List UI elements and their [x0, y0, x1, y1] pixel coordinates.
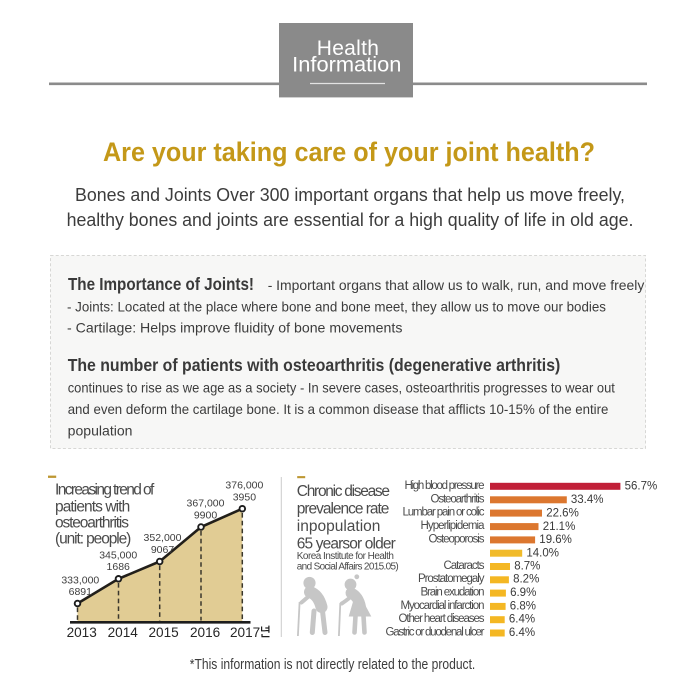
svg-text:Korea Institute for Health: Korea Institute for Health: [297, 551, 394, 562]
svg-text:inpopulation: inpopulation: [297, 518, 381, 535]
svg-text:and Social Affairs 2015.05): and Social Affairs 2015.05): [297, 561, 399, 572]
svg-text:6.4%: 6.4%: [509, 627, 535, 639]
svg-text:8.7%: 8.7%: [514, 561, 540, 573]
svg-text:Hyperlipidemia: Hyperlipidemia: [421, 520, 486, 532]
svg-text:continues to rise as we age as: continues to rise as we age as a society…: [68, 379, 615, 395]
svg-text:2015: 2015: [148, 625, 178, 640]
svg-text:2016: 2016: [190, 625, 220, 640]
svg-text:376,000: 376,000: [225, 480, 263, 492]
svg-text:*This information is not direc: *This information is not directly relate…: [190, 657, 476, 673]
svg-text:Prostatomegaly: Prostatomegaly: [418, 573, 485, 585]
svg-text:Osteoarthritis: Osteoarthritis: [431, 493, 485, 505]
svg-text:22.6%: 22.6%: [546, 507, 579, 519]
svg-text:High blood pressure: High blood pressure: [405, 480, 485, 492]
svg-text:6.8%: 6.8%: [510, 600, 536, 612]
svg-text:Cataracts: Cataracts: [444, 560, 485, 572]
svg-text:The number of patients with os: The number of patients with osteoarthrit…: [68, 355, 561, 375]
svg-text:56.7%: 56.7%: [625, 481, 658, 493]
svg-text:6.9%: 6.9%: [510, 587, 536, 599]
svg-text:Osteoporosis: Osteoporosis: [429, 533, 485, 545]
svg-text:Other heart diseases: Other heart diseases: [399, 613, 485, 625]
svg-text:8.2%: 8.2%: [513, 574, 539, 586]
svg-text:1686: 1686: [107, 561, 131, 573]
svg-text:9067: 9067: [151, 544, 175, 556]
svg-text:Lumbar pain or colic: Lumbar pain or colic: [403, 507, 485, 519]
svg-text:33.4%: 33.4%: [571, 494, 604, 506]
svg-text:- Cartilage: Helps improve flu: - Cartilage: Helps improve fluidity of b…: [67, 319, 402, 335]
svg-text:2014: 2014: [108, 625, 139, 640]
svg-text:19.6%: 19.6%: [539, 534, 572, 546]
svg-text:Chronic disease: Chronic disease: [297, 483, 390, 500]
svg-text:- Joints: Located at the place: - Joints: Located at the place where bon…: [67, 298, 606, 314]
svg-text:- Important organs that allow: - Important organs that allow us to walk…: [268, 277, 645, 293]
svg-text:osteoarthritis: osteoarthritis: [55, 515, 129, 532]
svg-text:2017: 2017: [230, 625, 260, 640]
svg-text:healthy bones and joints are e: healthy bones and joints are essential f…: [67, 210, 634, 230]
svg-text:2013: 2013: [67, 625, 97, 640]
svg-text:and even deform the cartilage: and even deform the cartilage bone. It i…: [68, 401, 609, 417]
svg-text:Myocardial infarction: Myocardial infarction: [401, 600, 485, 612]
svg-text:6891: 6891: [69, 586, 93, 598]
svg-text:333,000: 333,000: [61, 575, 99, 587]
svg-text:14.0%: 14.0%: [526, 547, 559, 559]
svg-text:Information: Information: [292, 53, 401, 76]
svg-text:Bones and Joints Over 300 impo: Bones and Joints Over 300 important orga…: [75, 185, 625, 205]
svg-text:The Importance of Joints!: The Importance of Joints!: [68, 274, 254, 294]
svg-text:345,000: 345,000: [99, 550, 137, 562]
svg-text:352,000: 352,000: [144, 532, 182, 544]
svg-text:Gastric or duodenal ulcer: Gastric or duodenal ulcer: [386, 626, 485, 638]
svg-text:population: population: [68, 422, 133, 438]
svg-text:patients with: patients with: [55, 499, 130, 516]
svg-text:21.1%: 21.1%: [543, 521, 576, 533]
svg-text:Increasing trend of: Increasing trend of: [55, 481, 155, 498]
svg-text:Health: Health: [317, 37, 380, 60]
svg-text:prevalence rate: prevalence rate: [297, 501, 390, 518]
svg-text:3950: 3950: [233, 491, 257, 503]
svg-text:6.4%: 6.4%: [509, 614, 535, 626]
svg-text:65 yearsor older: 65 yearsor older: [297, 536, 396, 553]
svg-text:367,000: 367,000: [187, 498, 225, 510]
svg-text:(unit: people): (unit: people): [55, 531, 131, 548]
svg-text:9900: 9900: [194, 509, 218, 521]
svg-text:Are your taking care of your j: Are your taking care of your joint healt…: [103, 137, 595, 167]
svg-text:Brain exudation: Brain exudation: [421, 587, 485, 599]
